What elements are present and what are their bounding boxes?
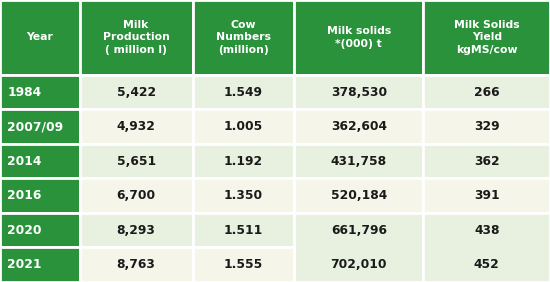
FancyBboxPatch shape xyxy=(424,109,550,144)
FancyBboxPatch shape xyxy=(424,213,550,282)
Text: Milk solids
*(000) t: Milk solids *(000) t xyxy=(327,26,391,49)
FancyBboxPatch shape xyxy=(0,144,80,179)
Text: Milk Solids
Yield
kgMS/cow: Milk Solids Yield kgMS/cow xyxy=(454,20,520,55)
Text: 6,700: 6,700 xyxy=(117,189,156,202)
Text: 1.555: 1.555 xyxy=(224,258,263,271)
Text: 5,422: 5,422 xyxy=(117,85,156,98)
Text: 329: 329 xyxy=(474,120,499,133)
FancyBboxPatch shape xyxy=(294,75,424,109)
Text: 362: 362 xyxy=(474,155,499,168)
Text: 1.005: 1.005 xyxy=(224,120,263,133)
Text: 8,763: 8,763 xyxy=(117,258,156,271)
Text: 8,293: 8,293 xyxy=(117,224,156,237)
FancyBboxPatch shape xyxy=(294,144,424,179)
Text: Cow
Numbers
(million): Cow Numbers (million) xyxy=(216,20,271,55)
FancyBboxPatch shape xyxy=(294,213,424,282)
Text: 431,758: 431,758 xyxy=(331,155,387,168)
Text: 1.549: 1.549 xyxy=(224,85,263,98)
Text: 1984: 1984 xyxy=(7,85,41,98)
Text: 438: 438 xyxy=(474,224,499,237)
FancyBboxPatch shape xyxy=(424,144,550,179)
Text: 452: 452 xyxy=(474,258,499,271)
Text: 5,651: 5,651 xyxy=(117,155,156,168)
Text: 1.192: 1.192 xyxy=(224,155,263,168)
Text: Year: Year xyxy=(26,32,53,42)
FancyBboxPatch shape xyxy=(80,248,192,282)
FancyBboxPatch shape xyxy=(80,109,192,144)
FancyBboxPatch shape xyxy=(192,0,294,75)
FancyBboxPatch shape xyxy=(192,248,294,282)
Text: 4,932: 4,932 xyxy=(117,120,156,133)
FancyBboxPatch shape xyxy=(192,213,294,248)
Text: 1.350: 1.350 xyxy=(224,189,263,202)
FancyBboxPatch shape xyxy=(80,75,192,109)
Text: 391: 391 xyxy=(474,189,499,202)
Text: Milk
Production
( million l): Milk Production ( million l) xyxy=(103,20,169,55)
Text: 362,604: 362,604 xyxy=(331,120,387,133)
FancyBboxPatch shape xyxy=(192,144,294,179)
FancyBboxPatch shape xyxy=(0,75,80,109)
FancyBboxPatch shape xyxy=(294,0,424,75)
Text: 266: 266 xyxy=(474,85,499,98)
FancyBboxPatch shape xyxy=(80,0,192,75)
FancyBboxPatch shape xyxy=(192,109,294,144)
Text: 2016: 2016 xyxy=(7,189,42,202)
FancyBboxPatch shape xyxy=(0,0,80,75)
FancyBboxPatch shape xyxy=(80,144,192,179)
Text: 2007/09: 2007/09 xyxy=(7,120,63,133)
FancyBboxPatch shape xyxy=(424,75,550,109)
FancyBboxPatch shape xyxy=(424,179,550,213)
Text: 2020: 2020 xyxy=(7,224,42,237)
FancyBboxPatch shape xyxy=(192,75,294,109)
FancyBboxPatch shape xyxy=(424,0,550,75)
FancyBboxPatch shape xyxy=(0,179,80,213)
Text: 2021: 2021 xyxy=(7,258,42,271)
FancyBboxPatch shape xyxy=(80,179,192,213)
FancyBboxPatch shape xyxy=(0,109,80,144)
FancyBboxPatch shape xyxy=(0,213,80,248)
Text: 2014: 2014 xyxy=(7,155,42,168)
Text: 1.511: 1.511 xyxy=(224,224,263,237)
FancyBboxPatch shape xyxy=(192,179,294,213)
FancyBboxPatch shape xyxy=(0,248,80,282)
Text: 378,530: 378,530 xyxy=(331,85,387,98)
Text: 520,184: 520,184 xyxy=(331,189,387,202)
FancyBboxPatch shape xyxy=(294,109,424,144)
Text: 702,010: 702,010 xyxy=(331,258,387,271)
FancyBboxPatch shape xyxy=(80,213,192,248)
Text: 661,796: 661,796 xyxy=(331,224,387,237)
FancyBboxPatch shape xyxy=(294,179,424,213)
